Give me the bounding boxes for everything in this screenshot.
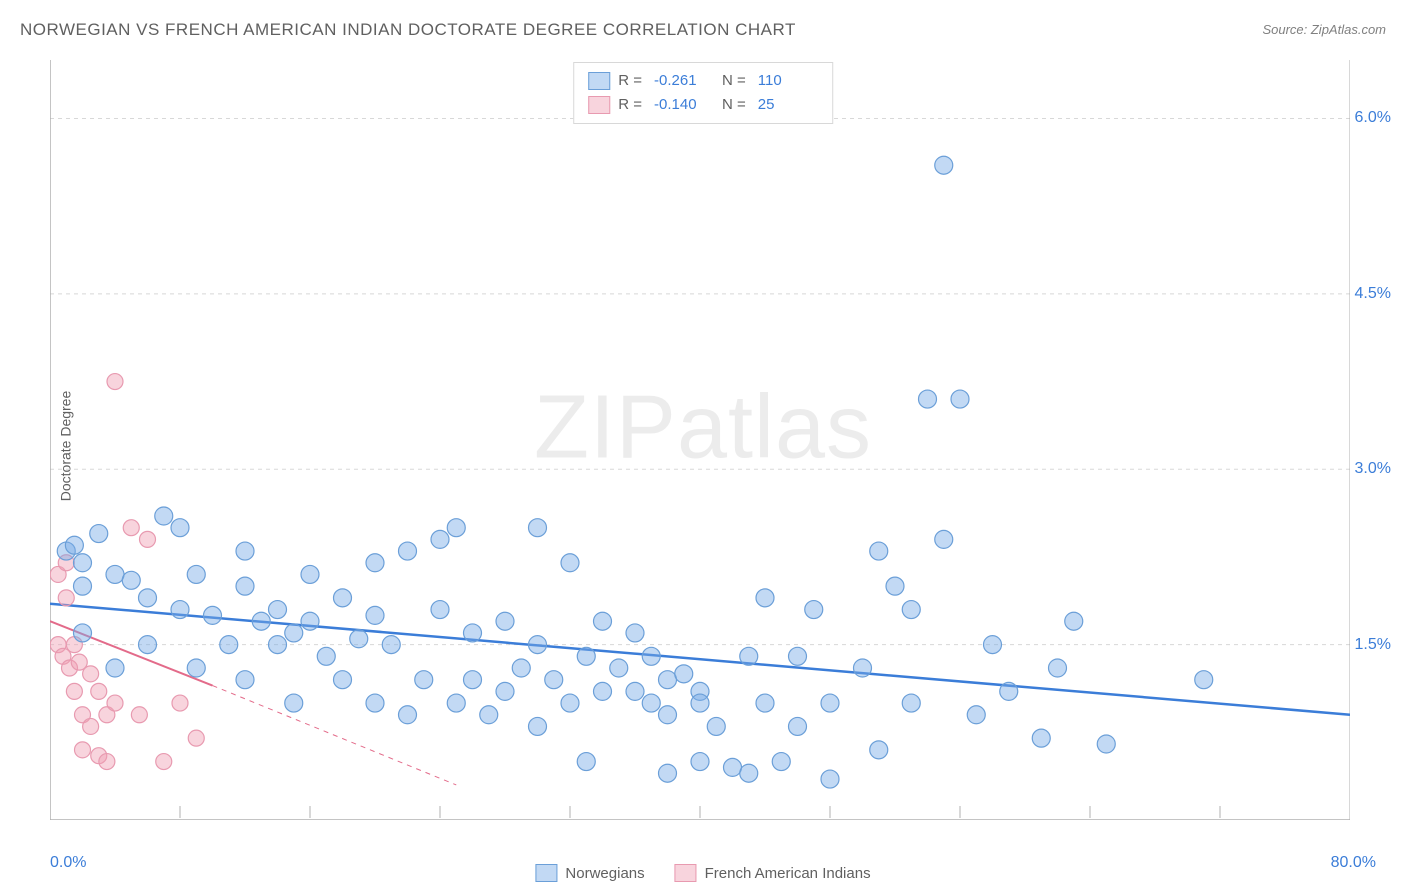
y-tick-label: 6.0% [1355,109,1391,127]
stats-row-norwegians: R = -0.261 N = 110 [588,69,818,93]
legend-item-norwegians: Norwegians [535,864,644,882]
swatch-icon [535,864,557,882]
legend-item-french: French American Indians [675,864,871,882]
chart-area [50,60,1350,820]
n-label: N = [722,69,746,93]
swatch-norwegians [588,72,610,90]
swatch-french-american-indian [588,96,610,114]
y-tick-label: 1.5% [1355,636,1391,654]
n-label: N = [722,93,746,117]
y-tick-label: 3.0% [1355,460,1391,478]
source-attribution: Source: ZipAtlas.com [1262,22,1386,37]
n-value-french: 25 [758,93,818,117]
y-tick-label: 4.5% [1355,285,1391,303]
legend-label-norwegians: Norwegians [565,865,644,882]
r-value-french: -0.140 [654,93,714,117]
chart-title: NORWEGIAN VS FRENCH AMERICAN INDIAN DOCT… [20,20,796,40]
x-axis-min-label: 0.0% [50,854,86,872]
r-value-norwegians: -0.261 [654,69,714,93]
r-label: R = [618,69,642,93]
series-legend: Norwegians French American Indians [535,864,870,882]
x-axis-max-label: 80.0% [1331,854,1376,872]
stats-row-french: R = -0.140 N = 25 [588,93,818,117]
swatch-icon [675,864,697,882]
scatter-plot-svg [50,60,1350,820]
n-value-norwegians: 110 [758,69,818,93]
stats-legend: R = -0.261 N = 110 R = -0.140 N = 25 [573,62,833,124]
legend-label-french: French American Indians [705,865,871,882]
r-label: R = [618,93,642,117]
